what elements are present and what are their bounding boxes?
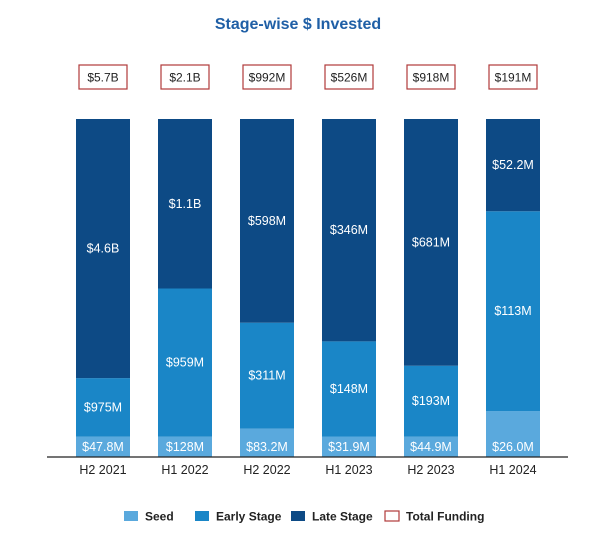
legend: Seed Early Stage Late Stage Total Funding	[124, 510, 484, 524]
legend-swatch	[384, 510, 400, 522]
bar-h1-2022	[158, 119, 212, 457]
bars-layer	[76, 119, 540, 457]
total-funding-box: $992M	[242, 64, 292, 90]
bar-segment-seed	[158, 436, 212, 457]
total-funding-label: $526M	[331, 71, 368, 85]
bar-segment-seed	[240, 428, 294, 457]
segment-label-late-stage: $598M	[248, 214, 286, 228]
total-funding-box: $526M	[324, 64, 374, 90]
bar-segment-seed	[486, 411, 540, 457]
category-labels: H2 2021 H1 2022 H2 2022 H1 2023 H2 2023 H1 20…	[79, 463, 536, 477]
bar-segment-late-stage	[322, 119, 376, 342]
segment-label-seed: $83.2M	[246, 440, 288, 454]
chart-title: Stage-wise $ Invested	[215, 16, 381, 33]
bar-segment-early-stage	[158, 288, 212, 437]
total-funding-boxes: $5.7B $2.1B $992M $526M $918M $191M	[78, 64, 538, 90]
category-label: H1 2022	[161, 463, 208, 477]
category-label: H1 2023	[325, 463, 372, 477]
legend-item-total-funding: Total Funding	[384, 510, 484, 524]
bar-segment-late-stage	[404, 119, 458, 366]
segment-label-seed: $44.9M	[410, 440, 452, 454]
legend-label: Seed	[145, 510, 174, 524]
total-funding-label: $992M	[249, 71, 286, 85]
legend-swatch	[291, 511, 305, 521]
segment-label-late-stage: $52.2M	[492, 158, 534, 172]
total-funding-label: $918M	[413, 71, 450, 85]
total-funding-box: $918M	[406, 64, 456, 90]
bar-h1-2023	[322, 119, 376, 457]
segment-label-seed: $47.8M	[82, 440, 124, 454]
bar-h2-2022	[240, 119, 294, 457]
segment-label-early-stage: $959M	[166, 356, 204, 370]
segment-label-seed: $26.0M	[492, 440, 534, 454]
segment-label-seed: $128M	[166, 440, 204, 454]
bar-segment-early-stage	[76, 378, 130, 437]
total-funding-label: $2.1B	[169, 71, 200, 85]
total-funding-box-frame	[488, 64, 538, 90]
legend-label: Late Stage	[312, 510, 373, 524]
segment-labels: $47.8M $975M $4.6B $128M $959M $1.1B $83.2M $31…	[82, 158, 534, 454]
category-label: H1 2024	[489, 463, 536, 477]
bar-segment-early-stage	[404, 365, 458, 437]
total-funding-label: $191M	[495, 71, 532, 85]
bar-segment-early-stage	[486, 211, 540, 412]
legend-swatch	[124, 511, 138, 521]
category-label: H2 2022	[243, 463, 290, 477]
bar-segment-late-stage	[158, 119, 212, 289]
bar-segment-late-stage	[486, 119, 540, 212]
total-funding-box-frame	[242, 64, 292, 90]
total-funding-box-frame	[78, 64, 128, 90]
segment-label-seed: $31.9M	[328, 440, 370, 454]
legend-swatch	[195, 511, 209, 521]
total-funding-box: $191M	[488, 64, 538, 90]
total-funding-box-frame	[406, 64, 456, 90]
segment-label-late-stage: $346M	[330, 223, 368, 237]
segment-label-early-stage: $148M	[330, 382, 368, 396]
total-funding-box: $5.7B	[78, 64, 128, 90]
legend-item-seed: Seed	[124, 510, 174, 524]
segment-label-early-stage: $113M	[494, 304, 531, 318]
segment-label-early-stage: $975M	[84, 400, 122, 414]
bar-segment-seed	[404, 436, 458, 457]
bar-segment-seed	[322, 436, 376, 457]
segment-label-early-stage: $311M	[248, 369, 285, 383]
bar-h2-2021	[76, 119, 130, 457]
total-funding-box-frame	[160, 64, 210, 90]
legend-label: Early Stage	[216, 510, 282, 524]
segment-label-early-stage: $193M	[412, 394, 450, 408]
category-label: H2 2021	[79, 463, 126, 477]
segment-label-late-stage: $1.1B	[169, 197, 202, 211]
segment-label-late-stage: $4.6B	[87, 242, 120, 256]
bar-h2-2023	[404, 119, 458, 457]
total-funding-box: $2.1B	[160, 64, 210, 90]
bar-segment-late-stage	[240, 119, 294, 323]
legend-label: Total Funding	[406, 510, 484, 524]
bar-h1-2024	[486, 119, 540, 457]
bar-segment-early-stage	[322, 341, 376, 437]
category-label: H2 2023	[407, 463, 454, 477]
total-funding-box-frame	[324, 64, 374, 90]
bar-segment-late-stage	[76, 119, 130, 379]
bar-segment-seed	[76, 436, 130, 457]
total-funding-label: $5.7B	[87, 71, 118, 85]
legend-item-early-stage: Early Stage	[195, 510, 282, 524]
segment-label-late-stage: $681M	[412, 235, 450, 249]
bar-segment-early-stage	[240, 322, 294, 429]
legend-item-late-stage: Late Stage	[291, 510, 373, 524]
